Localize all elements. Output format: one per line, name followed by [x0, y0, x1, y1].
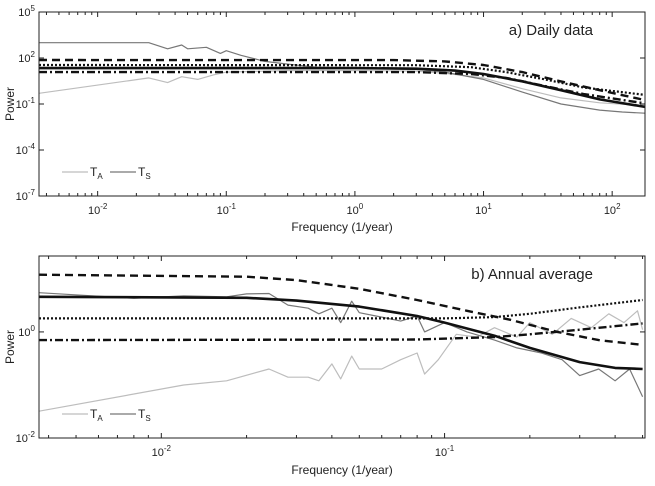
y-tick-label: 100	[18, 324, 35, 339]
x-axis-label: Frequency (1/year)	[291, 463, 392, 477]
tick-exponent: -2	[28, 430, 36, 439]
plot-frame	[38, 255, 646, 439]
tick-exponent: -2	[100, 202, 108, 211]
tick-base: 10	[18, 53, 30, 65]
series-line-dotted	[39, 298, 643, 320]
panel-title: b) Annual average	[471, 266, 593, 283]
legend-base: T	[138, 407, 146, 421]
tick-exponent: -1	[447, 444, 455, 453]
tick-exponent: 0	[31, 324, 36, 333]
tick-exponent: -1	[28, 96, 36, 105]
panel-a: 10-2 10-1 100 101 10210510210-110-410-7Frequ…	[3, 4, 646, 234]
tick-exponent: 1	[487, 202, 492, 211]
plot-frame	[38, 11, 646, 197]
series-line-ts	[39, 42, 645, 114]
series-group	[39, 42, 645, 114]
tick-base: 10	[16, 145, 28, 157]
tick-exponent: -7	[28, 188, 36, 197]
tick-exponent: 0	[359, 202, 364, 211]
series-line-solid	[39, 295, 643, 371]
tick-base: 10	[347, 205, 359, 217]
tick-exponent: -4	[28, 142, 36, 151]
tick-base: 10	[217, 205, 229, 217]
tick-base: 10	[16, 191, 28, 203]
tick-exponent: 2	[616, 202, 621, 211]
panel-title: a) Daily data	[509, 22, 594, 39]
tick-exponent: -1	[229, 202, 237, 211]
x-tick-label: 10-1	[435, 444, 455, 459]
legend-base: T	[90, 407, 98, 421]
tick-base: 10	[475, 205, 487, 217]
series-line-ta	[39, 310, 644, 412]
y-tick-label: 10-1	[16, 96, 36, 111]
series-group	[39, 273, 644, 412]
x-tick-label: 10-2	[88, 202, 108, 217]
y-tick-label: 10-7	[16, 188, 36, 203]
x-tick-label: 102	[604, 202, 621, 217]
x-tick-label: 10-2	[152, 444, 172, 459]
legend-base: T	[138, 165, 146, 179]
tick-base: 10	[152, 447, 164, 459]
legend-label: TA	[90, 165, 103, 181]
y-tick-label: 10-4	[16, 142, 36, 157]
y-axis-label: Power	[3, 330, 17, 364]
series-line-ta	[39, 69, 645, 107]
legend-subscript: S	[145, 172, 150, 181]
legend-label: TA	[90, 407, 103, 423]
legend-subscript: A	[97, 414, 103, 423]
legend-label: TS	[138, 407, 151, 423]
x-tick-label: 100	[347, 202, 364, 217]
series-line-solid	[39, 66, 645, 109]
tick-base: 10	[16, 433, 28, 445]
legend-subscript: A	[97, 172, 103, 181]
series-line-dashed	[39, 273, 643, 347]
tick-exponent: -2	[164, 444, 172, 453]
tick-base: 10	[18, 327, 30, 339]
tick-exponent: 5	[31, 4, 36, 13]
series-line-dotted	[39, 63, 645, 96]
y-tick-label: 105	[18, 4, 35, 19]
y-tick-label: 10-2	[16, 430, 36, 445]
x-tick-label: 10-1	[217, 202, 237, 217]
tick-exponent: 2	[31, 50, 36, 59]
tick-base: 10	[88, 205, 100, 217]
tick-base: 10	[18, 7, 30, 19]
series-line-ts	[39, 292, 644, 397]
y-tick-label: 102	[18, 50, 35, 65]
y-axis-label: Power	[3, 87, 17, 121]
legend-base: T	[90, 165, 98, 179]
legend-label: TS	[138, 165, 151, 181]
series-line-dashdot	[39, 322, 643, 342]
tick-base: 10	[16, 99, 28, 111]
x-tick-label: 101	[475, 202, 492, 217]
legend-subscript: S	[145, 414, 150, 423]
tick-base: 10	[604, 205, 616, 217]
x-axis-label: Frequency (1/year)	[291, 220, 392, 234]
tick-base: 10	[435, 447, 447, 459]
